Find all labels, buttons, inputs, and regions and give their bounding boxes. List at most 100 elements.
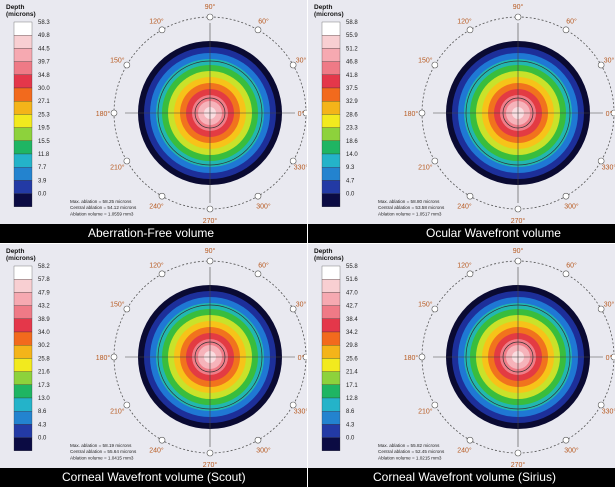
angle-label: 150° xyxy=(110,57,125,65)
angle-label: 240° xyxy=(149,447,164,455)
scale-value: 25.3 xyxy=(38,112,50,118)
angle-label: 180° xyxy=(96,354,111,362)
info-line: Max. ablation = 58.80 microns xyxy=(378,199,440,204)
scale-swatch xyxy=(13,74,33,89)
scale-value: 17.1 xyxy=(346,383,358,389)
angle-label: 180° xyxy=(404,354,419,362)
scale-swatch xyxy=(13,279,33,293)
angle-label: 90° xyxy=(513,3,524,11)
panel-aberration-free: Depth (microns) 58.3 49.8 44.5 39.7 34.8 30.0 27… xyxy=(0,0,307,243)
scale-swatch xyxy=(13,265,33,280)
scale-swatch xyxy=(321,424,341,438)
angle-marker xyxy=(158,436,166,444)
scale-swatch xyxy=(321,114,341,128)
scale-swatch xyxy=(321,193,341,207)
scale-value: 42.7 xyxy=(346,304,358,310)
scale-swatch xyxy=(13,318,33,333)
scale-value: 32.9 xyxy=(346,99,358,105)
angle-marker xyxy=(466,270,474,278)
scale-swatch xyxy=(13,180,33,194)
angle-label: 270° xyxy=(203,217,218,224)
info-line: Max. ablation = 55.82 microns xyxy=(378,443,440,448)
angle-label: 0° xyxy=(606,354,613,362)
info-line: Ablation volume = 1.0559 mm3 xyxy=(70,211,134,216)
angle-label: 120° xyxy=(457,17,472,25)
angle-label: 150° xyxy=(110,301,125,309)
scale-swatch xyxy=(321,153,341,168)
angle-label: 90° xyxy=(513,247,524,255)
scale-value: 4.3 xyxy=(346,422,355,428)
angle-marker xyxy=(418,353,426,361)
scale-value: 44.5 xyxy=(38,46,50,52)
caption-corneal-scout: Corneal Wavefront volume (Scout) xyxy=(0,468,307,487)
scale-swatch xyxy=(13,153,33,168)
color-scale: Depth (microns)58.2 57.8 47.9 43.2 38.9 34.0 30… xyxy=(6,248,50,451)
scale-value: 19.5 xyxy=(38,126,50,132)
angle-label: 60° xyxy=(258,17,269,25)
scale-swatch xyxy=(321,358,341,372)
angle-marker xyxy=(110,109,118,117)
caption-text: Aberration-Free volume xyxy=(88,226,215,240)
scale-swatch xyxy=(13,305,33,319)
angle-marker xyxy=(466,192,474,200)
angle-marker xyxy=(289,61,297,69)
caption-corneal-sirius: Corneal Wavefront volume (Sirius) xyxy=(308,468,615,487)
angle-label: 0° xyxy=(606,110,613,118)
scale-value: 47.0 xyxy=(346,290,358,296)
scale-swatch xyxy=(321,331,341,346)
scale-swatch xyxy=(13,140,33,155)
scale-swatch xyxy=(13,411,33,425)
scale-value: 58.8 xyxy=(346,20,358,26)
scale-swatch xyxy=(13,345,33,359)
angle-marker xyxy=(418,109,426,117)
angle-label: 0° xyxy=(298,354,305,362)
angle-marker xyxy=(123,401,131,409)
scale-value: 14.0 xyxy=(346,152,358,158)
angle-marker xyxy=(206,449,214,457)
scale-swatch xyxy=(13,371,33,385)
angle-label: 120° xyxy=(149,17,164,25)
scale-value: 23.3 xyxy=(346,126,358,132)
angle-label: 120° xyxy=(149,261,164,269)
angle-marker xyxy=(466,26,474,34)
scale-swatch xyxy=(13,384,33,399)
angle-marker xyxy=(110,353,118,361)
angle-label: 0° xyxy=(298,110,305,118)
map-ocular-wavefront: Depth (microns)58.8 55.9 51.2 46.8 41.8 37.5 32… xyxy=(314,3,615,224)
angle-marker xyxy=(158,270,166,278)
scale-swatch xyxy=(13,127,33,141)
scale-swatch xyxy=(321,279,341,293)
map-corneal-sirius: Depth (microns)55.8 51.6 47.0 42.7 38.4 34.2 29… xyxy=(314,247,615,468)
scale-value: 38.4 xyxy=(346,317,358,323)
scale-swatch xyxy=(321,265,341,280)
scale-value: 38.9 xyxy=(38,317,50,323)
scale-value: 18.6 xyxy=(346,139,358,145)
scale-value: 0.0 xyxy=(346,436,355,442)
angle-marker xyxy=(431,305,439,313)
scale-value: 27.1 xyxy=(38,99,50,105)
scale-swatch xyxy=(13,35,33,49)
angle-label: 300° xyxy=(256,203,271,211)
info-line: Central ablation = 53.58 microns xyxy=(378,205,445,210)
angle-marker xyxy=(158,26,166,34)
scale-value: 17.3 xyxy=(38,383,50,389)
scale-swatch xyxy=(13,48,33,62)
angle-label: 150° xyxy=(418,57,433,65)
angle-label: 120° xyxy=(457,261,472,269)
angle-marker xyxy=(514,13,522,21)
scale-swatch xyxy=(321,411,341,425)
scale-value: 9.3 xyxy=(346,165,355,171)
info-line: Central ablation = 52.45 microns xyxy=(378,449,445,454)
angle-label: 30° xyxy=(604,57,615,65)
angle-marker xyxy=(254,270,262,278)
scale-swatch xyxy=(13,61,33,75)
scale-swatch xyxy=(13,167,33,181)
angle-marker xyxy=(610,353,615,361)
scale-value: 51.6 xyxy=(346,277,358,283)
scale-value: 4.7 xyxy=(346,178,355,184)
angle-label: 180° xyxy=(96,110,111,118)
scale-value: 41.8 xyxy=(346,73,358,79)
scale-value: 46.8 xyxy=(346,60,358,66)
scale-value: 58.2 xyxy=(38,264,50,270)
